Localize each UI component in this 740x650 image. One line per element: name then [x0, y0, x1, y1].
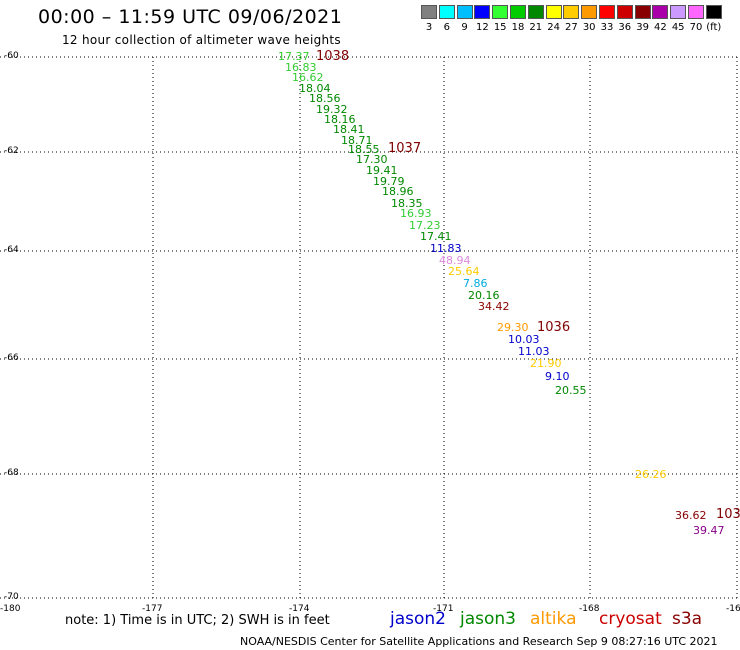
wave-height-label: 16.62: [292, 71, 324, 84]
legend-swatch: [545, 5, 562, 19]
wave-height-label: 11.03: [518, 345, 550, 358]
legend-swatch: [563, 5, 580, 19]
satellite-s3a: s3a: [672, 609, 703, 629]
legend-label: 45: [671, 22, 685, 33]
wave-height-label: 48.94: [439, 254, 471, 267]
wave-height-label: 21.90: [530, 357, 562, 370]
legend-label: 24: [547, 22, 560, 33]
satellite-jason2: jason2: [390, 609, 446, 629]
chart-subtitle: 12 hour collection of altimeter wave hei…: [62, 33, 341, 47]
wave-height-label: 10.03: [508, 333, 540, 346]
wave-height-label: 18.55: [348, 143, 380, 156]
lat-label: -64: [4, 245, 19, 255]
legend-swatch: [421, 5, 437, 19]
legend-swatch: [670, 5, 687, 19]
wave-height-label: 9.10: [545, 370, 570, 383]
satellite-altika: altika: [530, 609, 577, 629]
legend-swatch: [456, 5, 473, 19]
legend-label: 15: [493, 22, 507, 33]
legend-swatch: [599, 5, 615, 19]
legend-label: 36: [618, 22, 632, 33]
wave-height-label: 39.47: [693, 524, 725, 537]
wave-height-label: 25.64: [448, 265, 480, 278]
wave-height-label: 16.93: [400, 207, 432, 220]
wave-height-label: 20.55: [555, 384, 587, 397]
legend-label: 3: [425, 22, 433, 33]
footer-note: note: 1) Time is in UTC; 2) SWH is in fe…: [65, 613, 330, 628]
lon-label: -16: [726, 604, 740, 614]
wave-height-label: 17.37: [278, 50, 310, 63]
wave-height-label: 18.35: [391, 197, 423, 210]
lon-label: -177: [142, 604, 163, 614]
wave-height-label: 17.23: [409, 219, 441, 232]
pressure-label: 1038: [316, 49, 350, 64]
legend-label: 70: [689, 22, 703, 33]
wave-height-label: 18.04: [299, 82, 331, 95]
wave-height-label: 34.42: [478, 300, 510, 313]
chart-title: 00:00 – 11:59 UTC 09/06/2021: [38, 6, 343, 28]
legend-label: 42: [654, 22, 667, 33]
legend-swatch: [438, 5, 455, 19]
lat-label: -66: [4, 353, 19, 363]
legend-label: 33: [600, 22, 614, 33]
lat-label: -60: [4, 51, 19, 61]
legend-label: 21: [529, 22, 543, 33]
legend-swatch: [492, 5, 509, 19]
credit-line: NOAA/NESDIS Center for Satellite Applica…: [240, 635, 718, 648]
legend-label: 9: [461, 22, 468, 33]
lat-label: -62: [4, 146, 19, 156]
wave-height-label: 26.26: [635, 468, 667, 481]
wave-height-label: 16.83: [285, 61, 317, 74]
wave-height-label: 19.79: [373, 175, 405, 188]
legend-label: 27: [565, 22, 578, 33]
wave-height-label: 20.16: [468, 289, 500, 302]
wave-height-label: 7.86: [463, 277, 488, 290]
legend-label: 18: [511, 22, 525, 33]
satellite-jason3: jason3: [460, 609, 516, 629]
lon-label: -174: [289, 604, 310, 614]
lat-label: -68: [4, 468, 19, 478]
wave-height-label: 11.83: [430, 242, 462, 255]
legend-label: 6: [443, 22, 450, 33]
wave-height-label: 18.56: [309, 92, 341, 105]
legend-label: 30: [582, 22, 596, 33]
wave-height-label: 18.16: [324, 113, 356, 126]
legend-swatch: [688, 5, 704, 19]
lon-label: -180: [0, 604, 21, 614]
legend-label: 39: [636, 22, 649, 33]
wave-height-label: 18.41: [333, 123, 365, 136]
wave-height-label: 18.96: [382, 185, 414, 198]
lat-label: -70: [4, 592, 19, 602]
pressure-label: 1036: [537, 320, 571, 335]
lon-label: -168: [579, 604, 600, 614]
lon-label: -171: [433, 604, 454, 614]
pressure-label: 103: [716, 507, 740, 522]
legend-swatch: [474, 5, 491, 19]
wave-height-label: 19.41: [366, 164, 398, 177]
legend-swatch: [581, 5, 598, 19]
legend-unit: (ft): [706, 22, 722, 33]
legend-swatch: [616, 5, 633, 19]
pressure-label: 1037: [388, 141, 422, 156]
legend-swatch: [510, 5, 526, 19]
wave-height-label: 36.62: [675, 509, 707, 522]
legend-swatch: [527, 5, 544, 19]
wave-height-label: 19.32: [316, 103, 348, 116]
wave-height-label: 17.30: [356, 153, 388, 166]
legend-swatch: [634, 5, 651, 19]
wave-height-label: 17.41: [420, 230, 452, 243]
legend-label: 12: [476, 22, 489, 33]
satellite-cryosat: cryosat: [599, 609, 662, 629]
wave-height-label: 18.71: [341, 134, 373, 147]
legend-swatch: [652, 5, 669, 19]
wave-height-label: 29.30: [497, 321, 529, 334]
legend-swatch: [705, 5, 722, 19]
